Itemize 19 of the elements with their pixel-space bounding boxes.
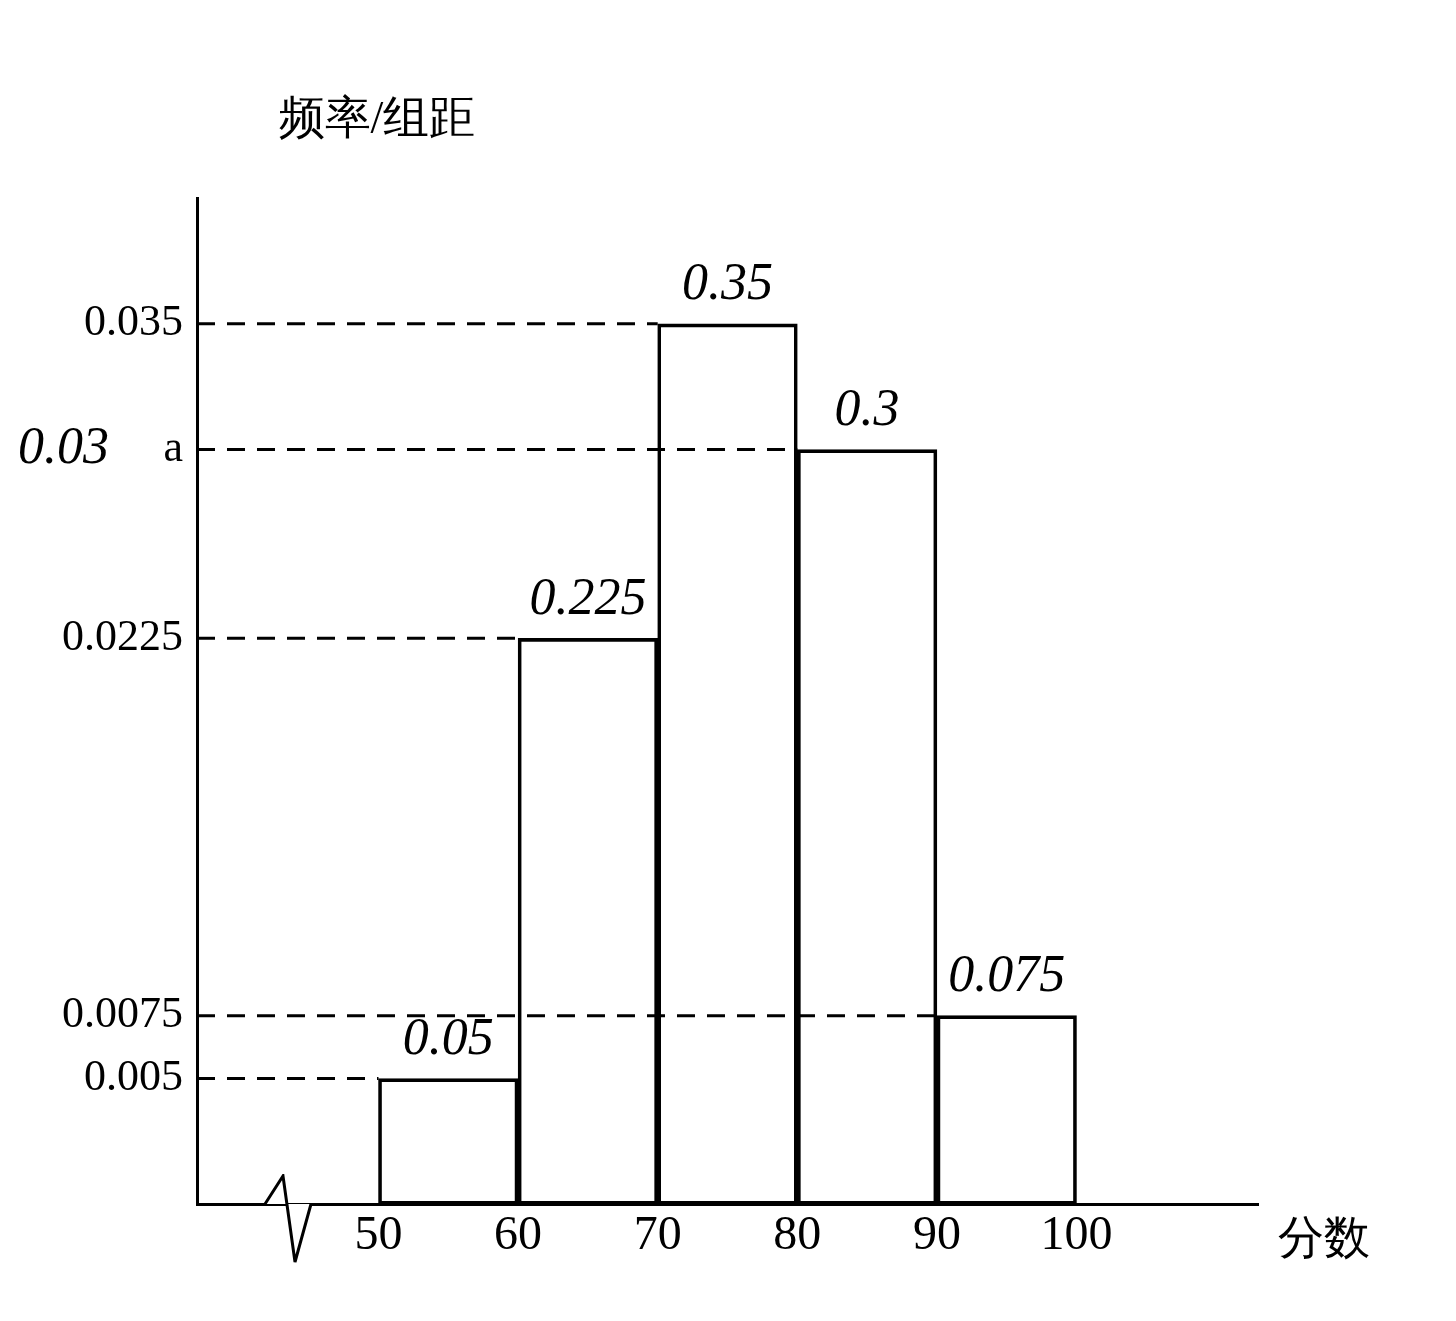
x-tick-label: 70 <box>633 1205 682 1259</box>
annotation: 0.075 <box>948 945 1066 1003</box>
y-tick-label: 0.005 <box>84 1051 183 1101</box>
x-tick-label: 50 <box>354 1205 403 1259</box>
x-tick-label: 90 <box>912 1205 961 1259</box>
y-tick-label: a <box>163 422 183 472</box>
annotation: 0.35 <box>682 253 773 311</box>
y-tick-label: 0.0225 <box>62 610 183 660</box>
x-tick-label: 100 <box>1040 1205 1113 1259</box>
annotation: 0.3 <box>834 379 900 437</box>
x-tick-label: 80 <box>773 1205 822 1259</box>
y-tick-label: 0.035 <box>84 296 183 346</box>
y-tick-label: 0.0075 <box>62 988 183 1038</box>
x-tick-label: 60 <box>494 1205 543 1259</box>
y-axis-title: 频率/组距 <box>278 92 476 144</box>
annotation: 0.05 <box>402 1008 494 1066</box>
text: 0.03 <box>18 417 109 475</box>
x-axis-title: 分数 <box>1278 1212 1370 1264</box>
annotation: 0.225 <box>529 567 647 625</box>
